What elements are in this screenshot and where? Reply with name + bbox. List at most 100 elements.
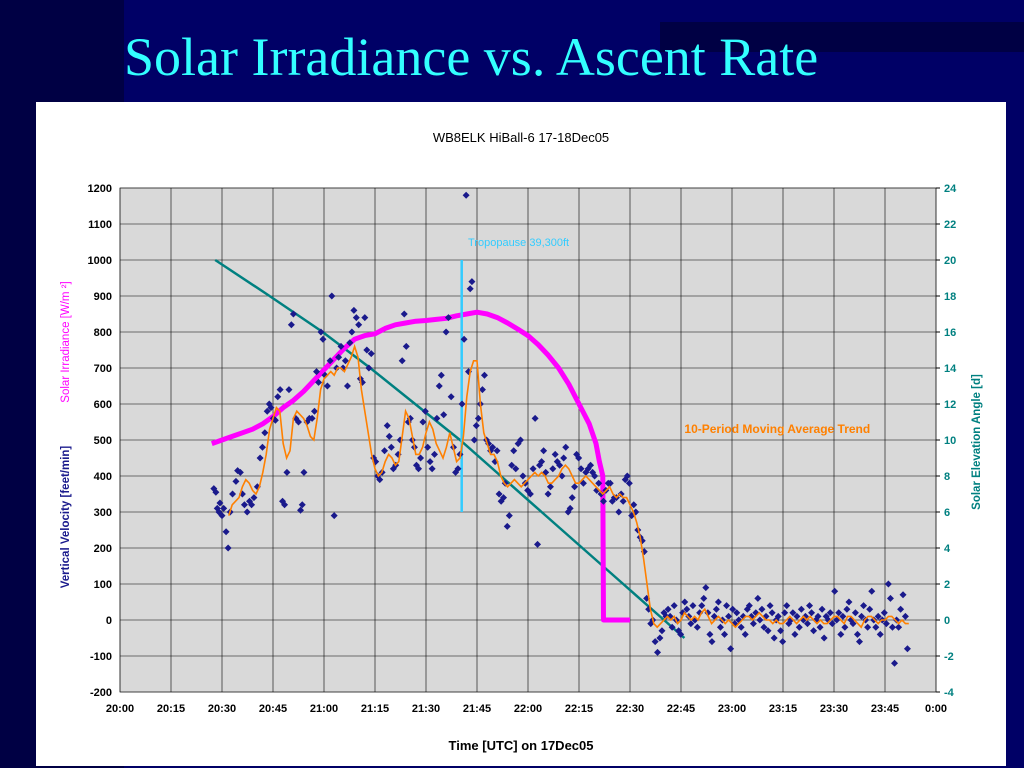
data-point-vertical-velocity (256, 454, 264, 462)
data-point-vertical-velocity (289, 310, 297, 318)
y-axis-label-solar-elevation: Solar Elevation Angle [d] (971, 374, 983, 510)
data-point-vertical-velocity (212, 488, 220, 496)
data-point-vertical-velocity (424, 443, 432, 451)
x-tick-label: 23:30 (820, 703, 848, 715)
y-tick-label-right: 24 (944, 183, 957, 195)
data-point-vertical-velocity (510, 447, 518, 455)
data-point-vertical-velocity (216, 499, 224, 507)
data-point-vertical-velocity (849, 620, 857, 628)
x-tick-label: 23:15 (769, 703, 797, 715)
y-tick-label-left: -200 (90, 687, 112, 699)
data-point-vertical-velocity (474, 414, 482, 422)
data-point-vertical-velocity (860, 602, 868, 610)
x-tick-label: 23:45 (871, 703, 899, 715)
data-point-vertical-velocity (428, 465, 436, 473)
data-point-vertical-velocity (276, 386, 284, 394)
data-point-vertical-velocity (783, 602, 791, 610)
data-point-vertical-velocity (700, 594, 708, 602)
data-point-vertical-velocity (503, 522, 511, 530)
data-point-vertical-velocity (517, 436, 525, 444)
data-point-vertical-velocity (534, 540, 542, 548)
data-point-vertical-velocity (754, 594, 762, 602)
data-point-vertical-velocity (723, 602, 731, 610)
series-line-solar-elevation (214, 258, 686, 639)
data-point-vertical-velocity (872, 623, 880, 631)
data-point-vertical-velocity (383, 422, 391, 430)
data-point-vertical-velocity (562, 443, 570, 451)
data-point-vertical-velocity (658, 627, 666, 635)
data-point-vertical-velocity (831, 587, 839, 595)
data-point-vertical-velocity (361, 314, 369, 322)
data-point-vertical-velocity (681, 598, 689, 606)
data-point-vertical-velocity (810, 627, 818, 635)
data-point-vertical-velocity (625, 479, 633, 487)
data-point-vertical-velocity (737, 623, 745, 631)
data-point-vertical-velocity (874, 612, 882, 620)
chart-container: WB8ELK HiBall-6 17-18Dec05 Time [UTC] on… (36, 102, 1006, 766)
data-point-vertical-velocity (770, 634, 778, 642)
data-point-vertical-velocity (556, 461, 564, 469)
data-point-vertical-velocity (623, 472, 631, 480)
data-point-vertical-velocity (352, 314, 360, 322)
series-line-moving-average (228, 343, 909, 629)
x-tick-label: 21:00 (310, 703, 338, 715)
data-point-vertical-velocity (337, 342, 345, 350)
data-point-vertical-velocity (402, 342, 410, 350)
data-point-vertical-velocity (551, 450, 559, 458)
data-point-vertical-velocity (265, 400, 273, 408)
data-point-vertical-velocity (505, 512, 513, 520)
data-point-vertical-velocity (619, 497, 627, 505)
data-point-vertical-velocity (222, 528, 230, 536)
data-point-vertical-velocity (431, 450, 438, 458)
y-tick-label-right: 12 (944, 399, 956, 411)
data-point-vertical-velocity (606, 479, 614, 487)
data-point-vertical-velocity (435, 382, 443, 390)
data-point-vertical-velocity (566, 504, 574, 512)
data-point-vertical-velocity (758, 605, 766, 613)
data-point-vertical-velocity (261, 429, 269, 437)
data-point-vertical-velocity (851, 609, 859, 617)
data-point-vertical-velocity (793, 612, 801, 620)
data-point-vertical-velocity (714, 598, 722, 606)
data-point-vertical-velocity (295, 418, 302, 426)
data-point-vertical-velocity (544, 490, 552, 498)
slide-top-stripe (660, 22, 1024, 52)
data-point-vertical-velocity (326, 357, 334, 365)
data-point-vertical-velocity (884, 580, 892, 588)
data-point-vertical-velocity (791, 630, 799, 638)
data-point-vertical-velocity (891, 659, 899, 667)
y-tick-label-right: 2 (944, 579, 950, 591)
data-point-vertical-velocity (313, 368, 321, 376)
y-tick-label-right: 14 (944, 363, 957, 375)
data-point-vertical-velocity (689, 602, 697, 610)
data-point-vertical-velocity (808, 609, 816, 617)
data-point-vertical-velocity (571, 483, 579, 491)
data-point-vertical-velocity (880, 609, 888, 617)
data-point-vertical-velocity (882, 620, 890, 628)
data-point-vertical-velocity (248, 501, 256, 509)
data-point-vertical-velocity (706, 630, 714, 638)
data-point-vertical-velocity (615, 508, 623, 516)
data-point-vertical-velocity (250, 494, 258, 502)
data-point-vertical-velocity (664, 605, 672, 613)
data-point-vertical-velocity (328, 292, 336, 300)
data-point-vertical-velocity (839, 612, 847, 620)
data-point-vertical-velocity (400, 310, 408, 318)
data-point-vertical-velocity (315, 378, 323, 386)
y-tick-label-right: 22 (944, 219, 956, 231)
data-point-vertical-velocity (575, 454, 583, 462)
data-point-vertical-velocity (341, 357, 349, 365)
data-point-vertical-velocity (419, 418, 427, 426)
data-point-vertical-velocity (415, 465, 423, 473)
data-point-vertical-velocity (577, 465, 585, 473)
data-point-vertical-velocity (599, 497, 607, 505)
x-tick-label: 22:00 (514, 703, 542, 715)
data-point-vertical-velocity (285, 386, 293, 394)
data-point-vertical-velocity (348, 328, 356, 336)
y-tick-label-left: 500 (94, 435, 112, 447)
data-point-vertical-velocity (733, 609, 741, 617)
data-point-vertical-velocity (460, 335, 468, 343)
data-point-vertical-velocity (628, 512, 636, 520)
data-point-vertical-velocity (308, 414, 316, 422)
data-point-vertical-velocity (283, 468, 291, 476)
